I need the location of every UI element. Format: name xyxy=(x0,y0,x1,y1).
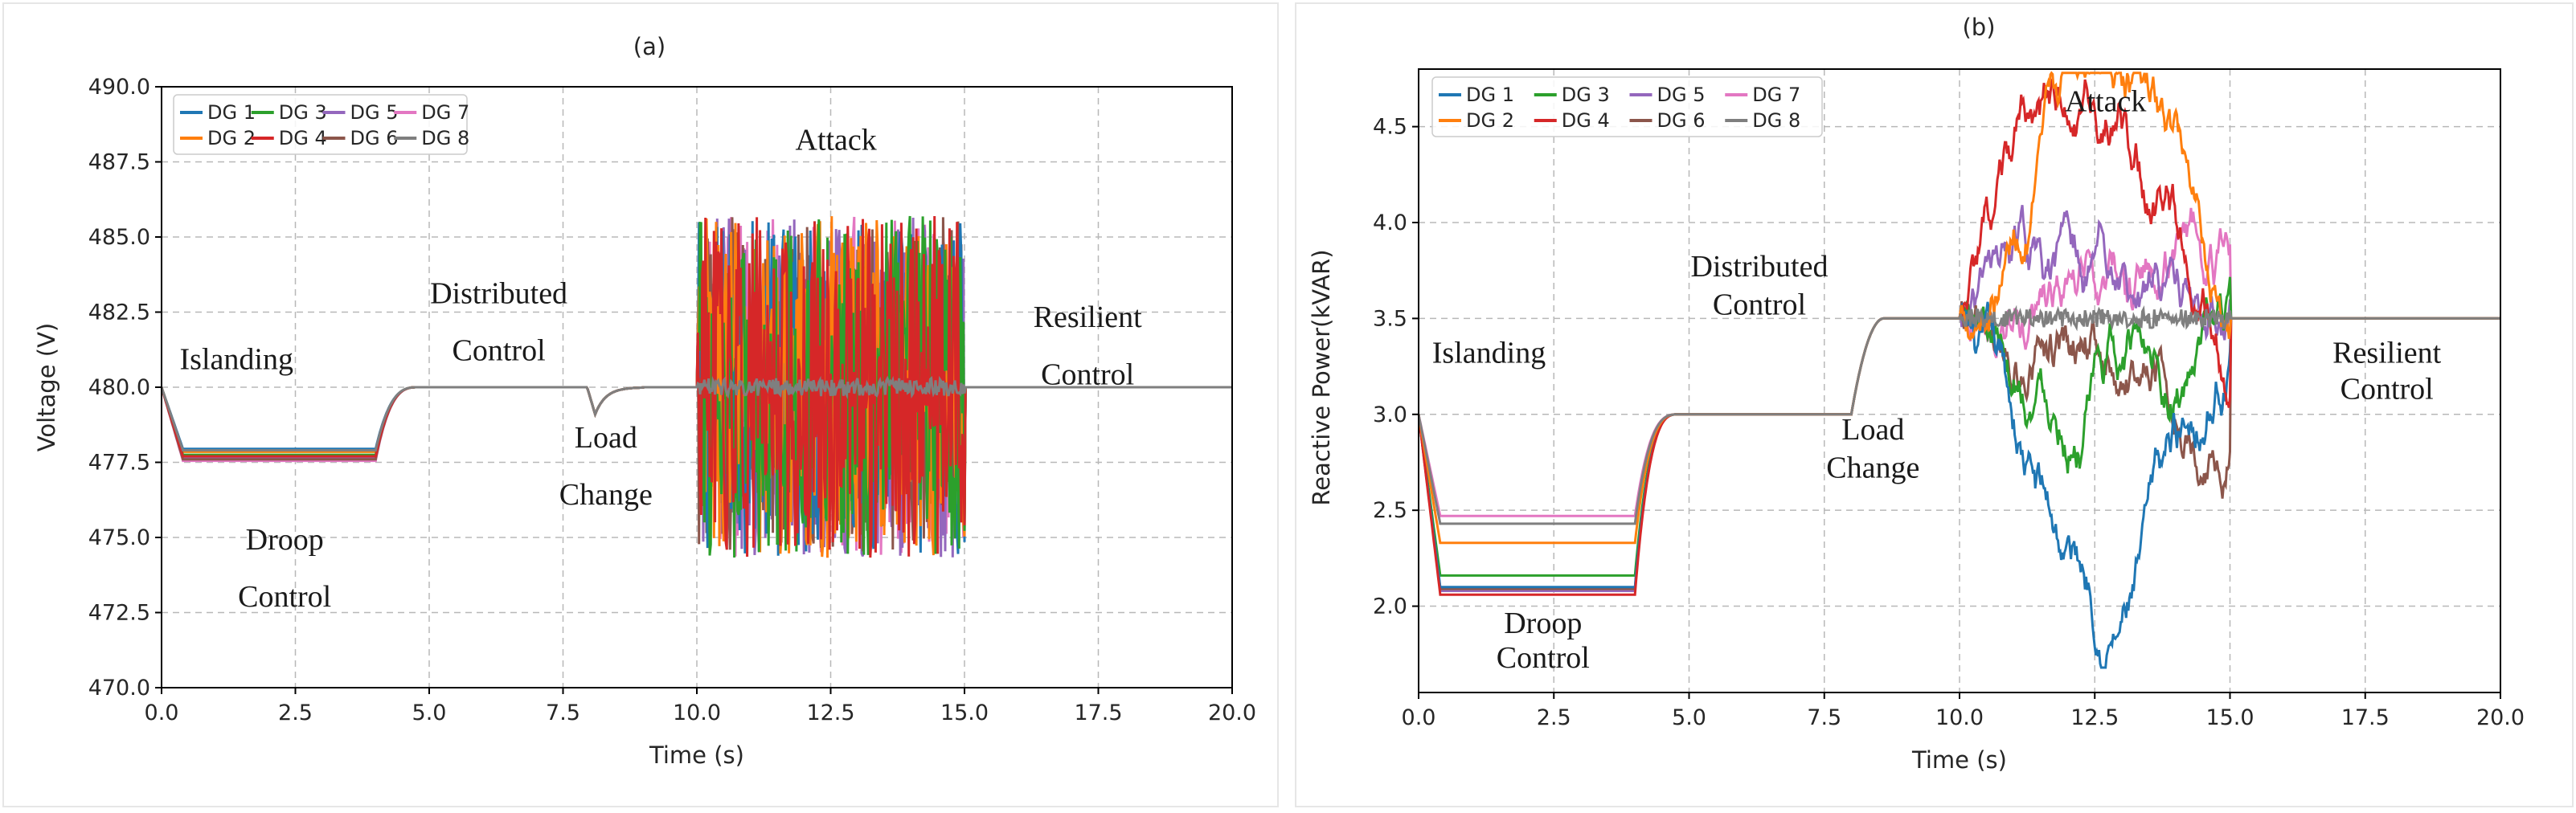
panel-b-annotations: IslandingDroopControlDistributedControlL… xyxy=(1432,85,2442,675)
panel-b-legend: DG 1 DG 2 DG 3 DG 4 DG 5 DG 6 DG 7 DG 8 xyxy=(1431,76,1823,137)
panel-a-legend-label: DG 8 xyxy=(421,127,469,149)
panel-b: (b) IslandingDroopControlDistributedCont… xyxy=(1295,2,2574,807)
panel-b-xlabel: Time (s) xyxy=(1911,746,2007,774)
panel-a-ticks: 0.0 2.5 5.0 7.5 10.0 12.5 15.0 17.5 20.0 470.0 472… xyxy=(88,75,1256,725)
panel-a-annotations: Islanding Droop Control Distributed Control L… xyxy=(180,124,1143,614)
panel-b-xtick-label: 7.5 xyxy=(1807,705,1841,730)
panel-a-series xyxy=(162,215,1232,558)
panel-b-annotation: Distributed xyxy=(1690,250,1828,284)
panel-b-legend-label: DG 4 xyxy=(1562,109,1610,132)
panel-b-ytick-label: 3.0 xyxy=(1373,402,1407,427)
panel-a-legend-label: DG 5 xyxy=(350,101,399,124)
panel-b-ticks: 0.0 2.5 5.0 7.5 10.0 12.5 15.0 17.5 20.0 2.0 2.5 3.… xyxy=(1373,115,2525,730)
panel-a-annotation: Distributed xyxy=(430,276,567,310)
panel-b-series-dg8 xyxy=(1419,304,2500,525)
panel-a-legend-label: DG 6 xyxy=(350,127,399,149)
panel-a-annotation: Attack xyxy=(796,124,877,157)
panel-a-legend-box xyxy=(173,94,468,155)
panel-b-xtick-label: 17.5 xyxy=(2341,705,2390,730)
panel-a-ylabel: Voltage (V) xyxy=(33,323,60,451)
panel-a-series-dg8 xyxy=(162,375,1232,451)
panel-b-annotation: Control xyxy=(1497,641,1590,675)
panel-a-legend: DG 1 DG 2 DG 3 DG 4 DG 5 DG 6 DG 7 DG 8 xyxy=(173,94,469,155)
panel-b-ytick-label: 4.0 xyxy=(1373,210,1407,235)
panel-b-annotation: Control xyxy=(2341,373,2434,406)
panel-b-ytick-label: 4.5 xyxy=(1373,115,1407,140)
panel-a-annotation: Change xyxy=(559,478,653,512)
panel-b-ytick-label: 2.5 xyxy=(1373,498,1407,523)
panel-a-annotation: Islanding xyxy=(180,343,293,377)
panel-a-annotation: Control xyxy=(453,333,546,367)
panel-b-legend-label: DG 7 xyxy=(1752,84,1800,106)
panel-a-annotation: Load xyxy=(575,421,637,455)
panel-a-legend-label: DG 3 xyxy=(279,101,327,124)
panel-b-legend-label: DG 3 xyxy=(1562,84,1610,106)
panel-b-legend-label: DG 2 xyxy=(1466,109,1514,132)
panel-a-ytick-label: 470.0 xyxy=(88,676,150,701)
panel-a-border xyxy=(2,2,1279,807)
panel-a-xtick-label: 0.0 xyxy=(145,701,179,725)
panel-a-xtick-label: 5.0 xyxy=(412,701,447,725)
panel-a-xtick-label: 2.5 xyxy=(278,701,313,725)
panel-b-title: (b) xyxy=(1962,14,1995,41)
panel-a-legend-label: DG 7 xyxy=(421,101,469,124)
panel-b-ytick-label: 3.5 xyxy=(1373,306,1407,331)
panel-a-xtick-label: 17.5 xyxy=(1074,701,1122,725)
panel-a-annotation: Control xyxy=(238,580,331,614)
panel-b-xtick-label: 5.0 xyxy=(1672,705,1706,730)
panel-a-xtick-label: 20.0 xyxy=(1208,701,1256,725)
panel-b-xtick-label: 0.0 xyxy=(1402,705,1436,730)
panel-b-legend-label: DG 5 xyxy=(1657,84,1706,106)
panel-a-xtick-label: 15.0 xyxy=(940,701,989,725)
panel-a-annotation: Control xyxy=(1041,357,1134,391)
panel-a-xtick-label: 10.0 xyxy=(673,701,721,725)
panel-a-annotation: Resilient xyxy=(1034,300,1143,334)
panel-a-legend-label: DG 2 xyxy=(207,127,256,149)
panel-a-ytick-label: 475.0 xyxy=(88,525,150,550)
panel-b-annotation: Islanding xyxy=(1432,336,1546,370)
panel-a-xtick-label: 7.5 xyxy=(546,701,580,725)
panel-a-title: (a) xyxy=(633,33,666,60)
panel-a-ytick-label: 485.0 xyxy=(88,225,150,250)
panel-a-xlabel: Time (s) xyxy=(649,742,744,769)
panel-b-legend-label: DG 6 xyxy=(1657,109,1706,132)
panel-a-annotation: Droop xyxy=(246,523,324,557)
panel-b-annotation: Attack xyxy=(2065,85,2146,119)
panel-b-border xyxy=(1295,2,2574,807)
panel-a-ytick-label: 477.5 xyxy=(88,451,150,476)
panel-b-annotation: Control xyxy=(1713,288,1806,322)
panel-b-ytick-label: 2.0 xyxy=(1373,594,1407,619)
panel-b-legend-box xyxy=(1431,76,1823,137)
panel-b-xtick-label: 15.0 xyxy=(2205,705,2254,730)
panel-a: (a) Islanding Droop Control Distributed Cont… xyxy=(2,2,1279,807)
panel-a-ytick-label: 472.5 xyxy=(88,601,150,626)
panel-a-legend-label: DG 1 xyxy=(207,101,256,124)
panel-a-ytick-label: 482.5 xyxy=(88,300,150,325)
panel-a-xtick-label: 12.5 xyxy=(806,701,854,725)
panel-b-series xyxy=(1419,71,2500,669)
panel-b-xtick-label: 20.0 xyxy=(2476,705,2525,730)
panel-b-ylabel: Reactive Power(kVAR) xyxy=(1308,249,1335,505)
panel-b-legend-label: DG 1 xyxy=(1466,84,1514,106)
panel-a-ytick-label: 480.0 xyxy=(88,375,150,400)
panel-b-annotation: Resilient xyxy=(2332,336,2442,370)
panel-b-annotation: Change xyxy=(1826,451,1919,485)
panel-b-xtick-label: 10.0 xyxy=(1935,705,1984,730)
panel-b-legend-label: DG 8 xyxy=(1752,109,1800,132)
panel-b-annotation: Load xyxy=(1841,413,1904,447)
panel-b-grid xyxy=(1418,69,2501,692)
panel-a-ytick-label: 487.5 xyxy=(88,150,150,175)
panel-a-ytick-label: 490.0 xyxy=(88,75,150,100)
panel-a-legend-label: DG 4 xyxy=(279,127,327,149)
panel-b-annotation: Droop xyxy=(1504,607,1582,640)
panel-b-xtick-label: 12.5 xyxy=(2070,705,2119,730)
panel-b-xtick-label: 2.5 xyxy=(1537,705,1571,730)
